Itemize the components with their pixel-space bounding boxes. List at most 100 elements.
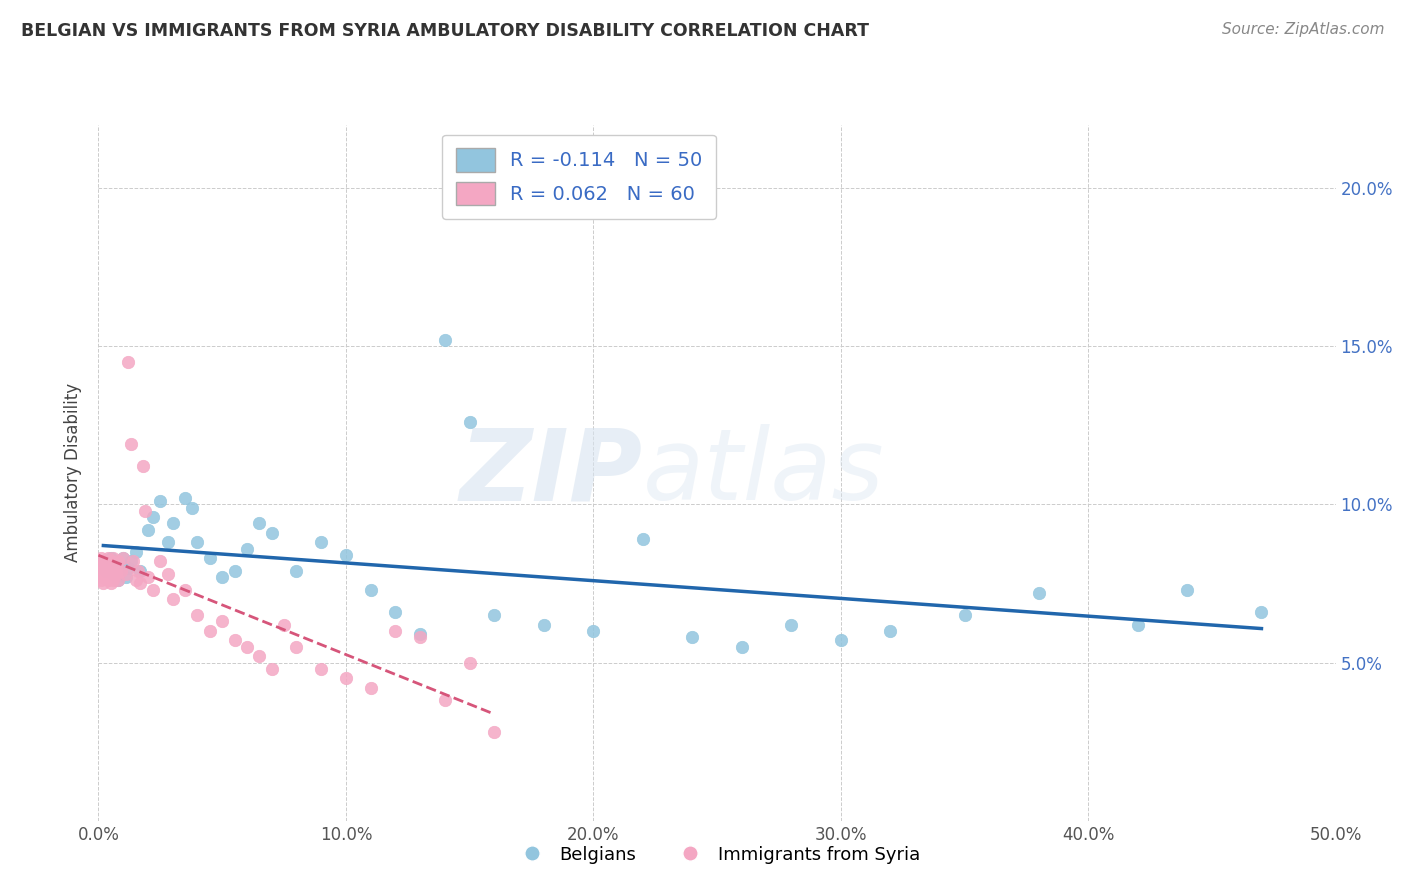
Point <box>110 564 132 578</box>
Point <box>104 560 127 574</box>
Y-axis label: Ambulatory Disability: Ambulatory Disability <box>65 384 83 562</box>
Point <box>224 633 246 648</box>
Point <box>107 554 129 568</box>
Point <box>104 566 127 581</box>
Point <box>162 516 184 531</box>
Point <box>247 649 270 664</box>
Point <box>93 558 115 572</box>
Point <box>309 662 332 676</box>
Point <box>953 608 976 623</box>
Point <box>112 551 135 566</box>
Point <box>484 725 506 739</box>
Point <box>90 551 112 566</box>
Point <box>484 608 506 623</box>
Point <box>236 640 259 654</box>
Point <box>90 574 112 588</box>
Point <box>1175 582 1198 597</box>
Point <box>224 564 246 578</box>
Point <box>87 566 110 581</box>
Point <box>409 630 432 644</box>
Point <box>236 541 259 556</box>
Point <box>260 662 283 676</box>
Point <box>94 566 117 581</box>
Point <box>103 574 125 588</box>
Point <box>1028 586 1050 600</box>
Point <box>103 564 125 578</box>
Point <box>100 551 122 566</box>
Point <box>129 564 152 578</box>
Point <box>93 570 115 584</box>
Point <box>107 574 129 588</box>
Point <box>681 630 703 644</box>
Point <box>247 516 270 531</box>
Point <box>124 574 146 588</box>
Point <box>409 627 432 641</box>
Point <box>211 615 233 629</box>
Point <box>162 592 184 607</box>
Point <box>198 551 221 566</box>
Point <box>533 617 555 632</box>
Point <box>90 564 112 578</box>
Point <box>132 459 155 474</box>
Point <box>100 576 122 591</box>
Point <box>104 560 127 574</box>
Point <box>97 574 120 588</box>
Point <box>120 554 142 568</box>
Point <box>335 671 357 685</box>
Point <box>90 560 112 574</box>
Point <box>117 355 139 369</box>
Point <box>384 605 406 619</box>
Point <box>384 624 406 638</box>
Point <box>97 560 120 574</box>
Text: atlas: atlas <box>643 425 884 521</box>
Point <box>94 564 117 578</box>
Point <box>107 574 129 588</box>
Point <box>93 560 115 574</box>
Point <box>260 525 283 540</box>
Point <box>87 554 110 568</box>
Point <box>285 564 308 578</box>
Point <box>458 415 481 429</box>
Point <box>136 523 159 537</box>
Point <box>103 566 125 581</box>
Point <box>174 582 197 597</box>
Point <box>93 554 115 568</box>
Point <box>97 551 120 566</box>
Point <box>360 582 382 597</box>
Point <box>114 570 136 584</box>
Point <box>136 570 159 584</box>
Point <box>156 566 179 581</box>
Point <box>1126 617 1149 632</box>
Point <box>122 554 145 568</box>
Point <box>211 570 233 584</box>
Text: Source: ZipAtlas.com: Source: ZipAtlas.com <box>1222 22 1385 37</box>
Point <box>100 554 122 568</box>
Point <box>360 681 382 695</box>
Point <box>582 624 605 638</box>
Point <box>780 617 803 632</box>
Point <box>93 576 115 591</box>
Legend: Belgians, Immigrants from Syria: Belgians, Immigrants from Syria <box>508 838 927 871</box>
Point <box>631 532 654 546</box>
Point <box>94 564 117 578</box>
Point <box>309 535 332 549</box>
Point <box>97 558 120 572</box>
Point <box>433 333 456 347</box>
Point <box>186 608 208 623</box>
Point <box>198 624 221 638</box>
Point <box>110 564 132 578</box>
Text: ZIP: ZIP <box>460 425 643 521</box>
Point <box>112 551 135 566</box>
Point <box>1250 605 1272 619</box>
Point <box>156 535 179 549</box>
Point <box>731 640 754 654</box>
Point <box>94 554 117 568</box>
Point <box>129 576 152 591</box>
Point <box>186 535 208 549</box>
Point <box>149 554 172 568</box>
Point <box>103 551 125 566</box>
Point <box>830 633 852 648</box>
Point <box>458 656 481 670</box>
Point <box>174 491 197 505</box>
Point <box>433 693 456 707</box>
